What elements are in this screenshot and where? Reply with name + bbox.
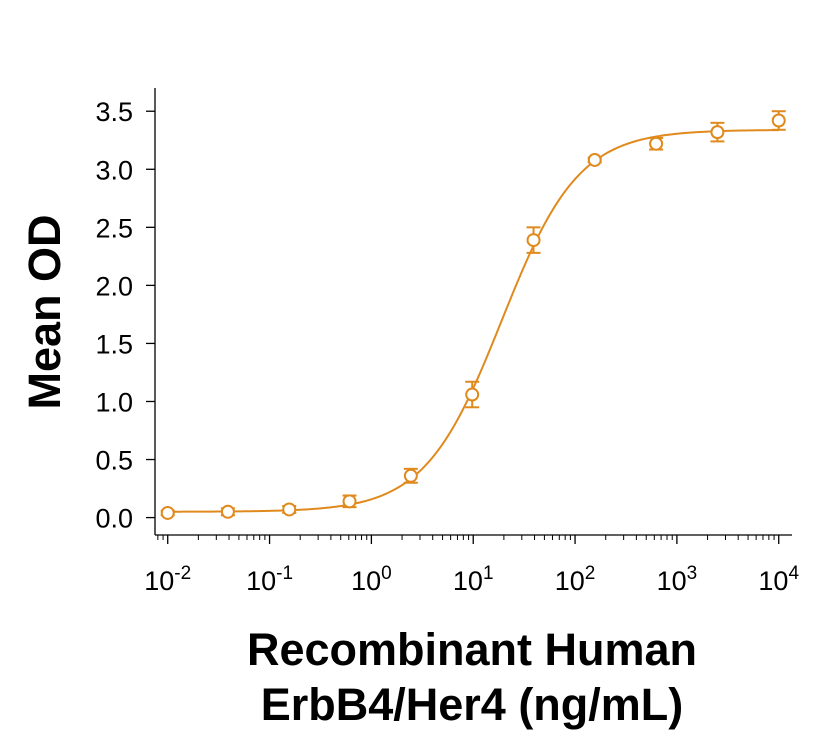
x-tick-label: 100 (351, 563, 392, 596)
x-axis-title-line-2: ErbB4/Her4 (ng/mL) (261, 679, 684, 730)
plot-area (160, 110, 786, 520)
x-tick-label: 102 (555, 563, 596, 596)
data-point (771, 113, 786, 128)
y-axis-title: Mean OD (19, 214, 70, 409)
y-tick-label: 2.0 (95, 271, 133, 301)
y-tick-label: 2.5 (95, 213, 133, 243)
y-tick-label: 0.0 (95, 504, 133, 534)
x-tick-label: 10-2 (144, 563, 191, 596)
data-point (282, 502, 297, 517)
y-tick-label: 0.5 (95, 446, 133, 476)
x-tick-label: 103 (657, 563, 698, 596)
x-tick-label: 10-1 (246, 563, 293, 596)
data-point (710, 125, 725, 140)
x-tick-label: 101 (453, 563, 494, 596)
data-point (220, 504, 235, 519)
data-point (160, 505, 175, 520)
data-point (587, 152, 602, 167)
y-tick-label: 1.0 (95, 387, 133, 417)
data-point (649, 136, 664, 151)
axes: 0.0 0.5 1.0 1.5 2.0 2.5 3.0 3.5 10-2 10-1 100 101 10… (95, 88, 799, 596)
y-tick-label: 1.5 (95, 329, 133, 359)
y-tick-label: 3.5 (95, 97, 133, 127)
y-tick-label: 3.0 (95, 155, 133, 185)
fit-curve (167, 129, 779, 513)
data-point (342, 494, 357, 509)
x-tick-label: 104 (758, 563, 799, 596)
data-point (526, 233, 541, 248)
x-axis-title-line-1: Recombinant Human (247, 624, 697, 675)
data-point (465, 387, 480, 402)
data-point (403, 468, 418, 483)
